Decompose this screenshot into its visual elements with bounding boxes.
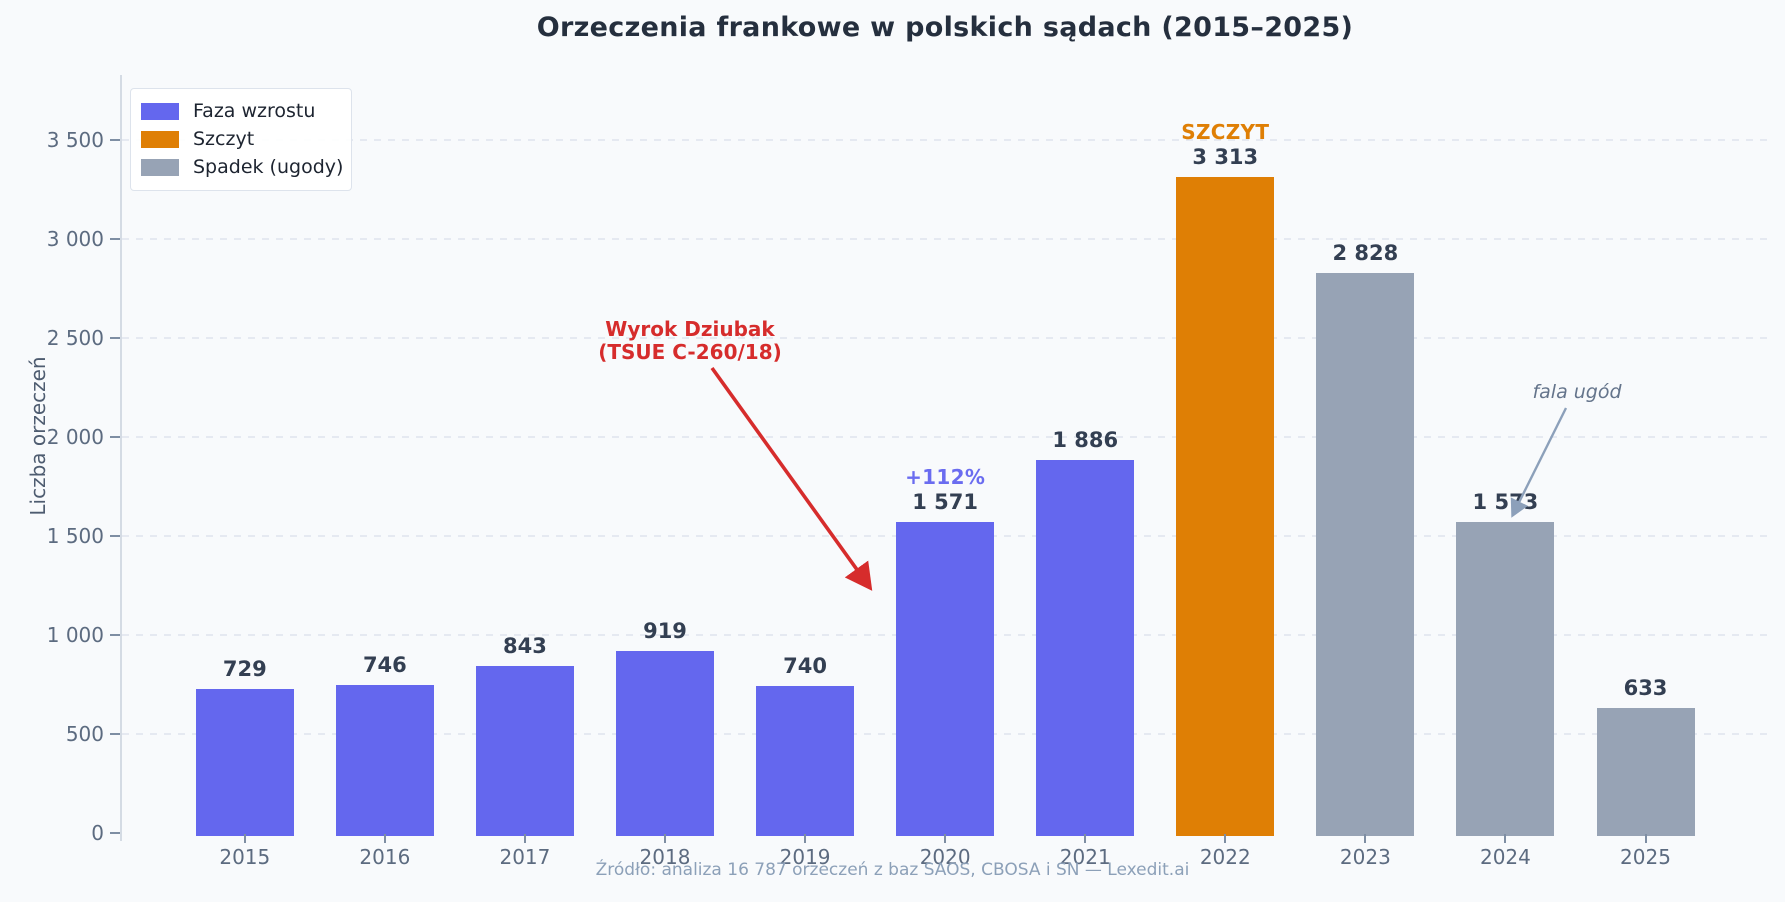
bar-value-2023: 2 828 <box>1285 241 1445 266</box>
y-tick-2 000 <box>110 436 120 438</box>
bar-value-text-2025: 633 <box>1623 675 1668 700</box>
gridline-3 500 <box>122 139 1770 141</box>
bar-2017 <box>475 666 574 836</box>
legend-swatch-decline <box>141 158 179 176</box>
x-tick-2019 <box>804 834 807 843</box>
annotation-wyrok-dziubak-line1: Wyrok Dziubak <box>605 317 775 341</box>
x-tick-2022 <box>1224 834 1227 843</box>
gridline-3 000 <box>122 238 1770 240</box>
bar-value-text-2021: 1 886 <box>1052 427 1119 452</box>
bar-value-2017: 843 <box>445 634 605 659</box>
x-tick-label-2023: 2023 <box>1339 845 1391 869</box>
chart-title: Orzeczenia frankowe w polskich sądach (2… <box>536 12 1354 43</box>
bar-value-text-2023: 2 828 <box>1332 241 1399 266</box>
y-tick-label-3 500: 3 500 <box>46 128 104 152</box>
x-tick-2017 <box>523 834 526 843</box>
bar-value-2020: +112% 1 571 <box>865 465 1025 515</box>
legend-label-growth: Faza wzrostu <box>193 100 316 122</box>
bar-value-2015: 729 <box>165 657 325 682</box>
x-tick-label-2024: 2024 <box>1479 845 1531 869</box>
y-tick-label-3 000: 3 000 <box>46 227 104 251</box>
source-caption: Źródło: analiza 16 787 orzeczeń z baz SA… <box>595 860 1190 880</box>
bar-value-2018: 919 <box>585 619 745 644</box>
bar-value-2021: 1 886 <box>1005 428 1165 453</box>
bar-value-text-2015: 729 <box>222 656 267 681</box>
bar-2018 <box>616 651 714 836</box>
bar-2016 <box>335 685 434 836</box>
x-tick-label-2019: 2019 <box>779 845 831 869</box>
legend-label-decline: Spadek (ugody) <box>193 156 344 178</box>
legend-item-decline: Spadek (ugody) <box>141 153 343 181</box>
x-tick-label-2018: 2018 <box>639 845 691 869</box>
x-tick-label-2017: 2017 <box>499 845 551 869</box>
y-tick-label-500: 500 <box>65 722 104 746</box>
bar-2019 <box>756 686 855 836</box>
bar-value-2025: 633 <box>1566 676 1726 701</box>
y-tick-1 500 <box>110 535 120 537</box>
x-tick-2023 <box>1364 834 1367 843</box>
bar-value-text-2018: 919 <box>643 619 687 644</box>
bar-value-text-2022: 3 313 <box>1192 145 1259 170</box>
x-tick-label-2020: 2020 <box>919 845 971 869</box>
x-tick-label-2021: 2021 <box>1059 845 1111 869</box>
legend: Faza wzrostu Szczyt Spadek (ugody) <box>130 88 352 191</box>
x-tick-2018 <box>664 834 666 843</box>
bar-value-2016: 746 <box>305 653 465 678</box>
x-tick-label-2022: 2022 <box>1199 845 1251 869</box>
bar-value-text-2017: 843 <box>503 634 547 659</box>
bar-2022 <box>1176 177 1275 836</box>
legend-label-peak: Szczyt <box>193 128 255 150</box>
y-tick-3 500 <box>110 139 120 141</box>
y-tick-label-2 000: 2 000 <box>46 425 104 449</box>
x-tick-2015 <box>243 834 246 843</box>
bar-value-2022: SZCZYT 3 313 <box>1145 120 1305 170</box>
annotation-fala-ugod: fala ugód <box>1532 381 1622 403</box>
y-tick-500 <box>110 733 120 735</box>
annotation-wyrok-dziubak: Wyrok Dziubak (TSUE C-260/18) <box>598 318 782 364</box>
y-tick-3 000 <box>110 238 120 240</box>
bar-badge-2022: SZCZYT <box>1181 120 1270 145</box>
annotation-wyrok-dziubak-line2: (TSUE C-260/18) <box>598 340 782 364</box>
bar-2025 <box>1596 707 1695 836</box>
bar-2023 <box>1316 273 1415 836</box>
bar-value-2024: 1 573 <box>1425 490 1585 515</box>
legend-item-growth: Faza wzrostu <box>141 97 339 125</box>
bar-value-text-2024: 1 573 <box>1472 489 1539 514</box>
x-tick-2016 <box>383 834 386 843</box>
x-tick-label-2025: 2025 <box>1620 845 1671 869</box>
gridline-2 000 <box>122 436 1770 438</box>
x-tick-2025 <box>1644 834 1647 843</box>
legend-item-peak: Szczyt <box>141 125 339 153</box>
bar-2015 <box>195 688 294 836</box>
legend-swatch-growth <box>141 102 179 120</box>
bar-value-2019: 740 <box>725 654 885 679</box>
bar-2020 <box>896 521 995 836</box>
y-tick-label-2 500: 2 500 <box>46 326 104 350</box>
bar-value-text-2016: 746 <box>362 653 407 678</box>
bar-value-text-2020: 1 571 <box>912 489 979 514</box>
bar-badge-2020: +112% <box>905 464 986 489</box>
y-tick-label-0: 0 <box>91 821 104 845</box>
x-tick-2021 <box>1084 834 1087 843</box>
y-axis-spine <box>120 75 122 841</box>
legend-swatch-peak <box>141 130 179 148</box>
gridline-2 500 <box>122 337 1770 339</box>
y-tick-2 500 <box>110 337 120 339</box>
x-tick-label-2016: 2016 <box>359 845 411 869</box>
bar-2024 <box>1456 521 1555 836</box>
x-tick-label-2015: 2015 <box>219 845 271 869</box>
bar-2021 <box>1036 459 1135 836</box>
bar-value-text-2019: 740 <box>783 654 827 679</box>
y-tick-0 <box>110 832 120 834</box>
x-tick-2020 <box>944 834 947 843</box>
y-tick-label-1 500: 1 500 <box>46 524 104 548</box>
y-tick-1 000 <box>110 634 120 636</box>
x-tick-2024 <box>1504 834 1507 843</box>
y-tick-label-1 000: 1 000 <box>46 623 104 647</box>
